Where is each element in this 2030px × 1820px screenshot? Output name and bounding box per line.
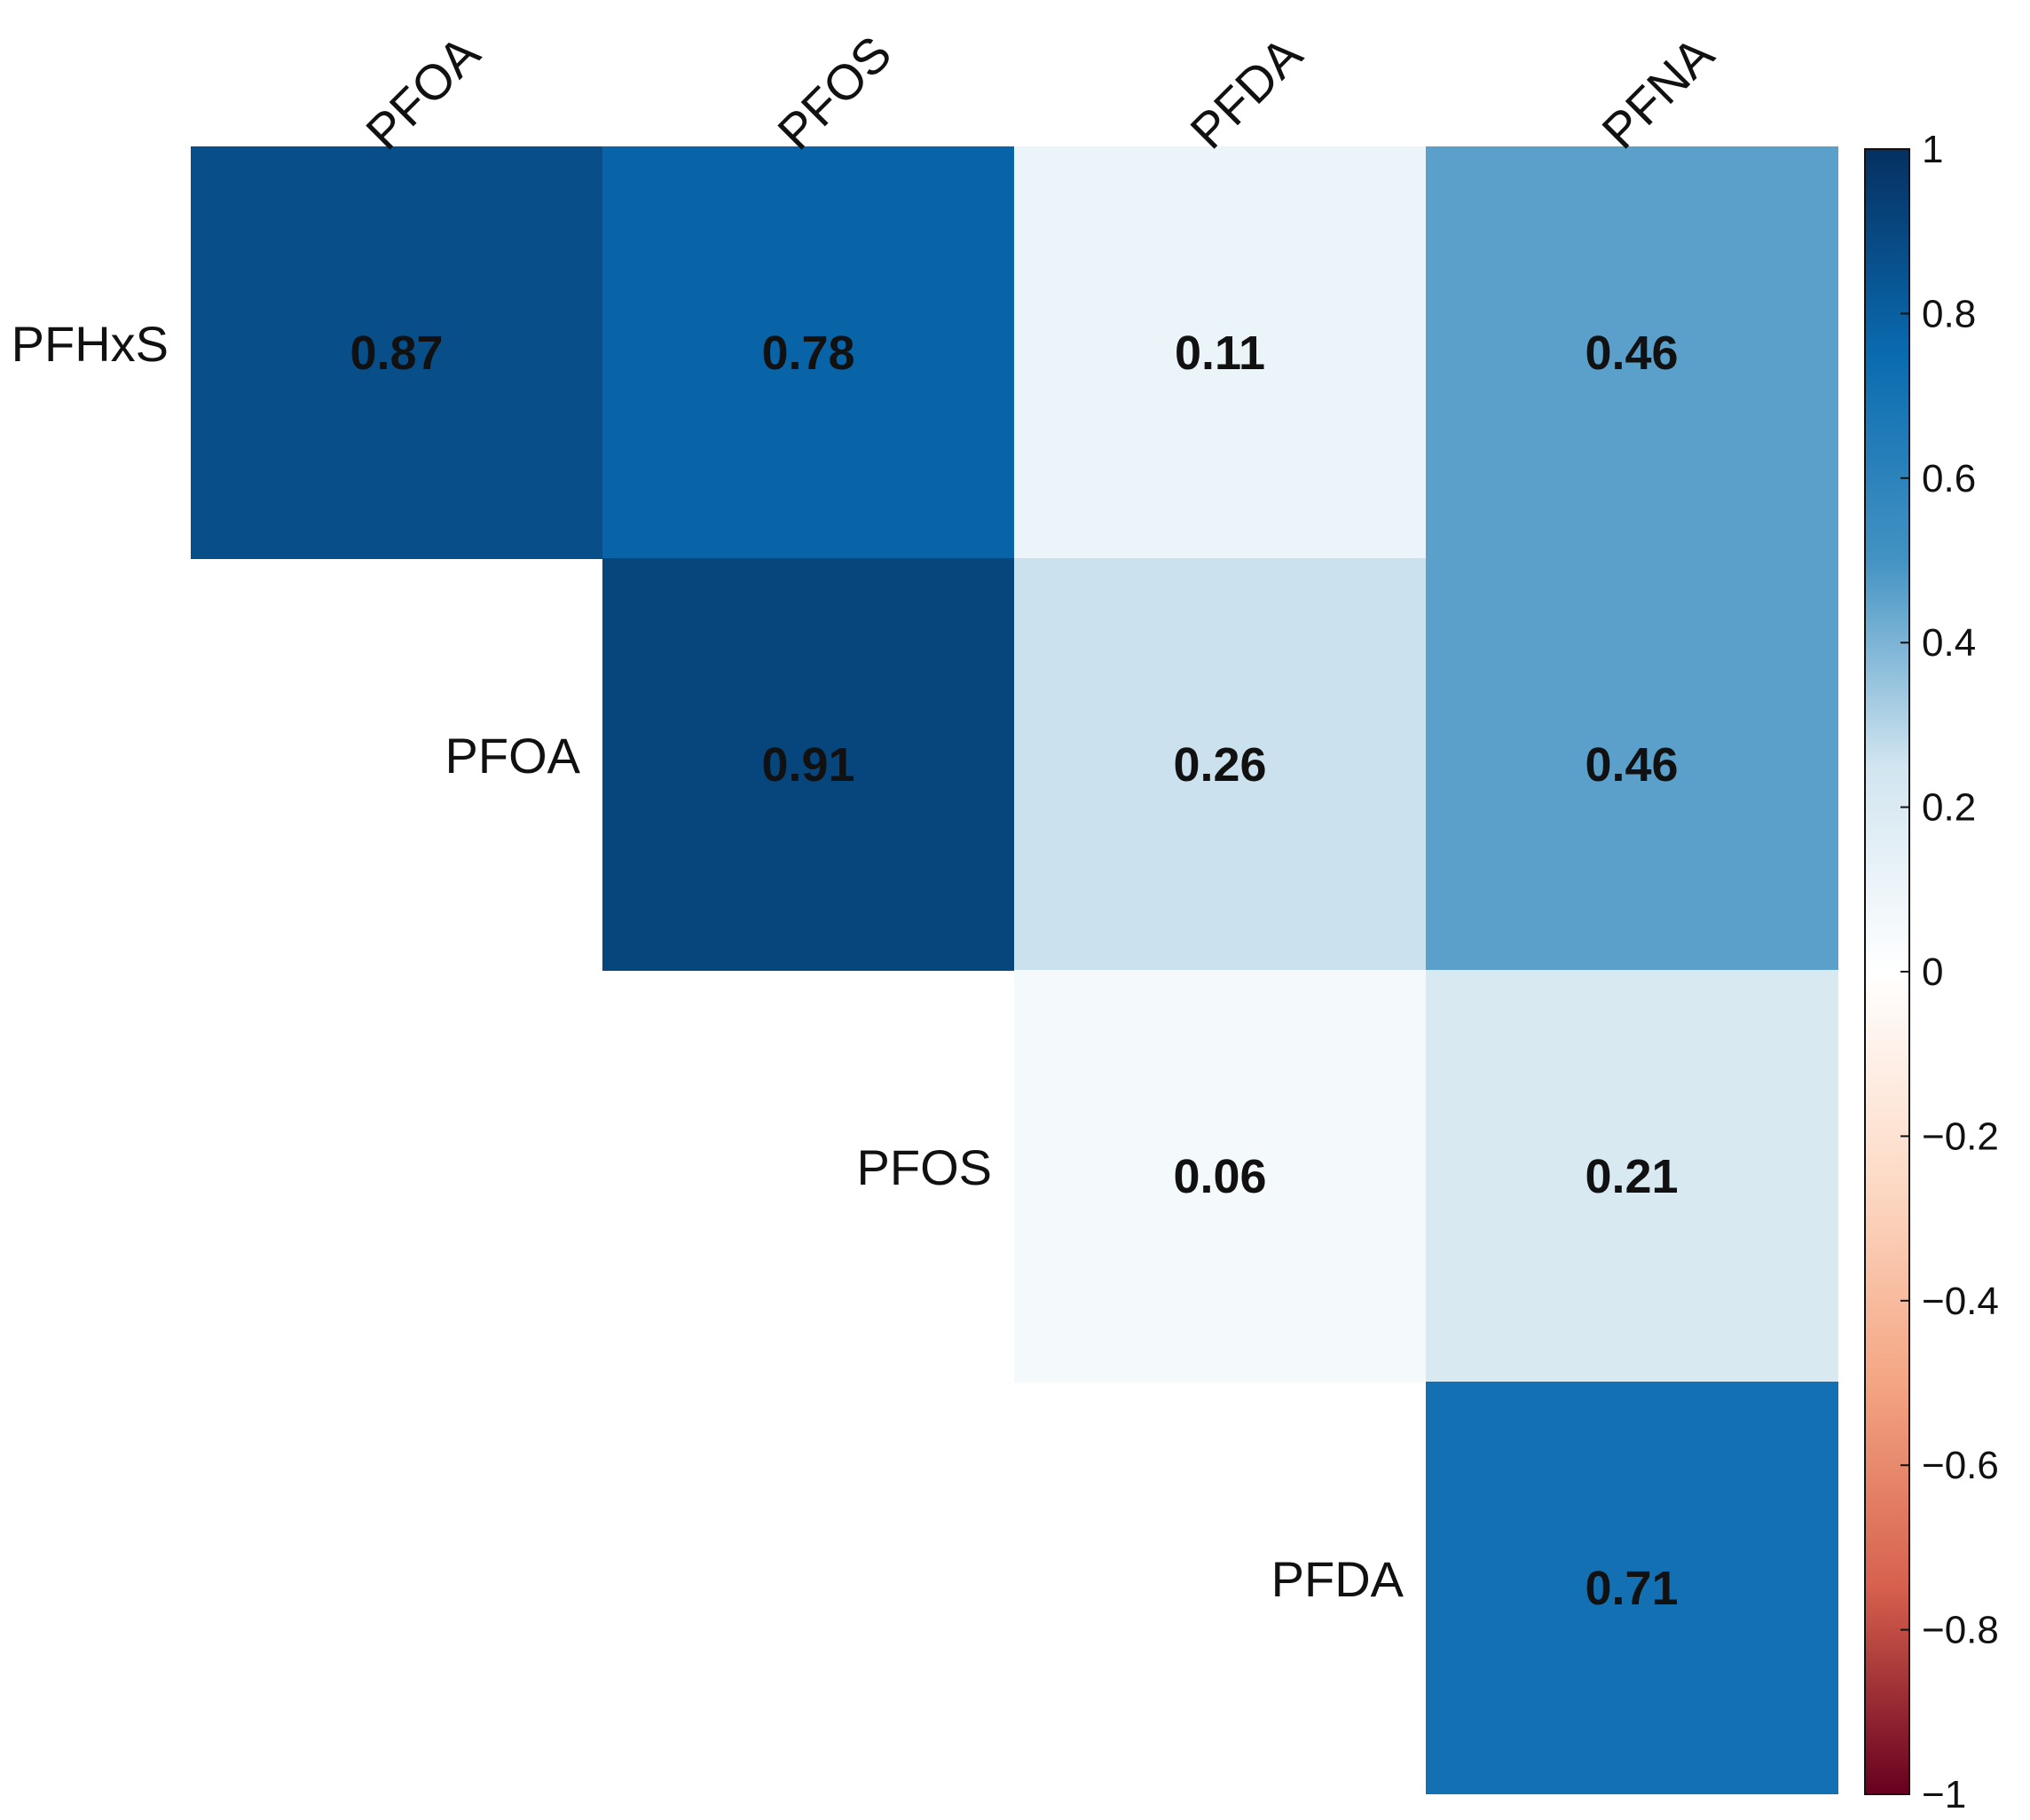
heatmap-cell-pfoa-pfna <box>1426 558 1838 971</box>
colorbar-tick-label: 0.8 <box>1922 292 1976 335</box>
colorbar-tick-label: 1 <box>1922 128 1943 171</box>
heatmap-cell-pfhxs-pfda <box>1014 146 1427 559</box>
cell-value-pfos-pfna: 0.21 <box>1585 1150 1678 1203</box>
cell-value-pfda-pfna: 0.71 <box>1585 1562 1678 1615</box>
row-label-pfoa: PFOA <box>445 728 581 784</box>
colorbar-tick-label: −0.2 <box>1922 1115 1999 1158</box>
heatmap-cell-pfoa-pfda <box>1014 558 1427 971</box>
heatmap-cell-pfhxs-pfna <box>1426 146 1838 559</box>
column-label-pfda: PFDA <box>1179 26 1313 160</box>
row-label-pfos: PFOS <box>857 1139 992 1195</box>
colorbar-tick-label: −0.4 <box>1922 1280 1999 1323</box>
heatmap-cells <box>191 146 1838 1794</box>
colorbar-tick-label: −0.8 <box>1922 1609 1999 1652</box>
colorbar-tick-label: 0.6 <box>1922 457 1976 500</box>
cell-value-pfhxs-pfoa: 0.87 <box>350 327 443 380</box>
heatmap-cell-pfos-pfda <box>1014 970 1427 1383</box>
colorbar-tick-label: −0.6 <box>1922 1444 1999 1487</box>
cell-value-pfoa-pfda: 0.26 <box>1173 738 1266 792</box>
cell-value-pfoa-pfos: 0.91 <box>761 738 854 792</box>
heatmap-cell-pfda-pfna <box>1426 1382 1838 1794</box>
cell-value-pfhxs-pfos: 0.78 <box>761 327 854 380</box>
colorbar-tick-label: −1 <box>1922 1773 1966 1816</box>
colorbar: 1 0.8 0.6 0.4 0.2 0 −0.2 −0.4 −0.6 −0.8 −1 <box>1864 128 1999 1816</box>
heatmap-cell-pfoa-pfos <box>602 558 1015 971</box>
cell-value-pfos-pfda: 0.06 <box>1173 1150 1266 1203</box>
column-labels: PFOA PFOS PFDA PFNA <box>355 25 1725 161</box>
row-label-pfhxs: PFHxS <box>12 316 169 372</box>
heatmap-cell-pfhxs-pfoa <box>191 146 603 559</box>
column-label-pfoa: PFOA <box>355 25 491 161</box>
heatmap-cell-pfhxs-pfos <box>602 146 1015 559</box>
cell-value-pfhxs-pfda: 0.11 <box>1175 327 1265 380</box>
heatmap-cell-pfos-pfna <box>1426 970 1838 1383</box>
colorbar-tick-label: 0 <box>1922 950 1943 994</box>
row-labels: PFHxS PFOA PFOS PFDA <box>12 316 1404 1607</box>
colorbar-tick-label: 0.4 <box>1922 621 1976 665</box>
colorbar-tick-label: 0.2 <box>1922 786 1976 830</box>
cell-value-pfoa-pfna: 0.46 <box>1585 738 1678 792</box>
column-label-pfos: PFOS <box>767 25 901 160</box>
cell-value-pfhxs-pfna: 0.46 <box>1585 327 1678 380</box>
row-label-pfda: PFDA <box>1271 1551 1404 1607</box>
heatmap-cell-values: 0.87 0.78 0.11 0.46 0.91 0.26 0.46 0.06 0.21 0.71 <box>350 327 1678 1615</box>
column-label-pfna: PFNA <box>1591 26 1725 160</box>
